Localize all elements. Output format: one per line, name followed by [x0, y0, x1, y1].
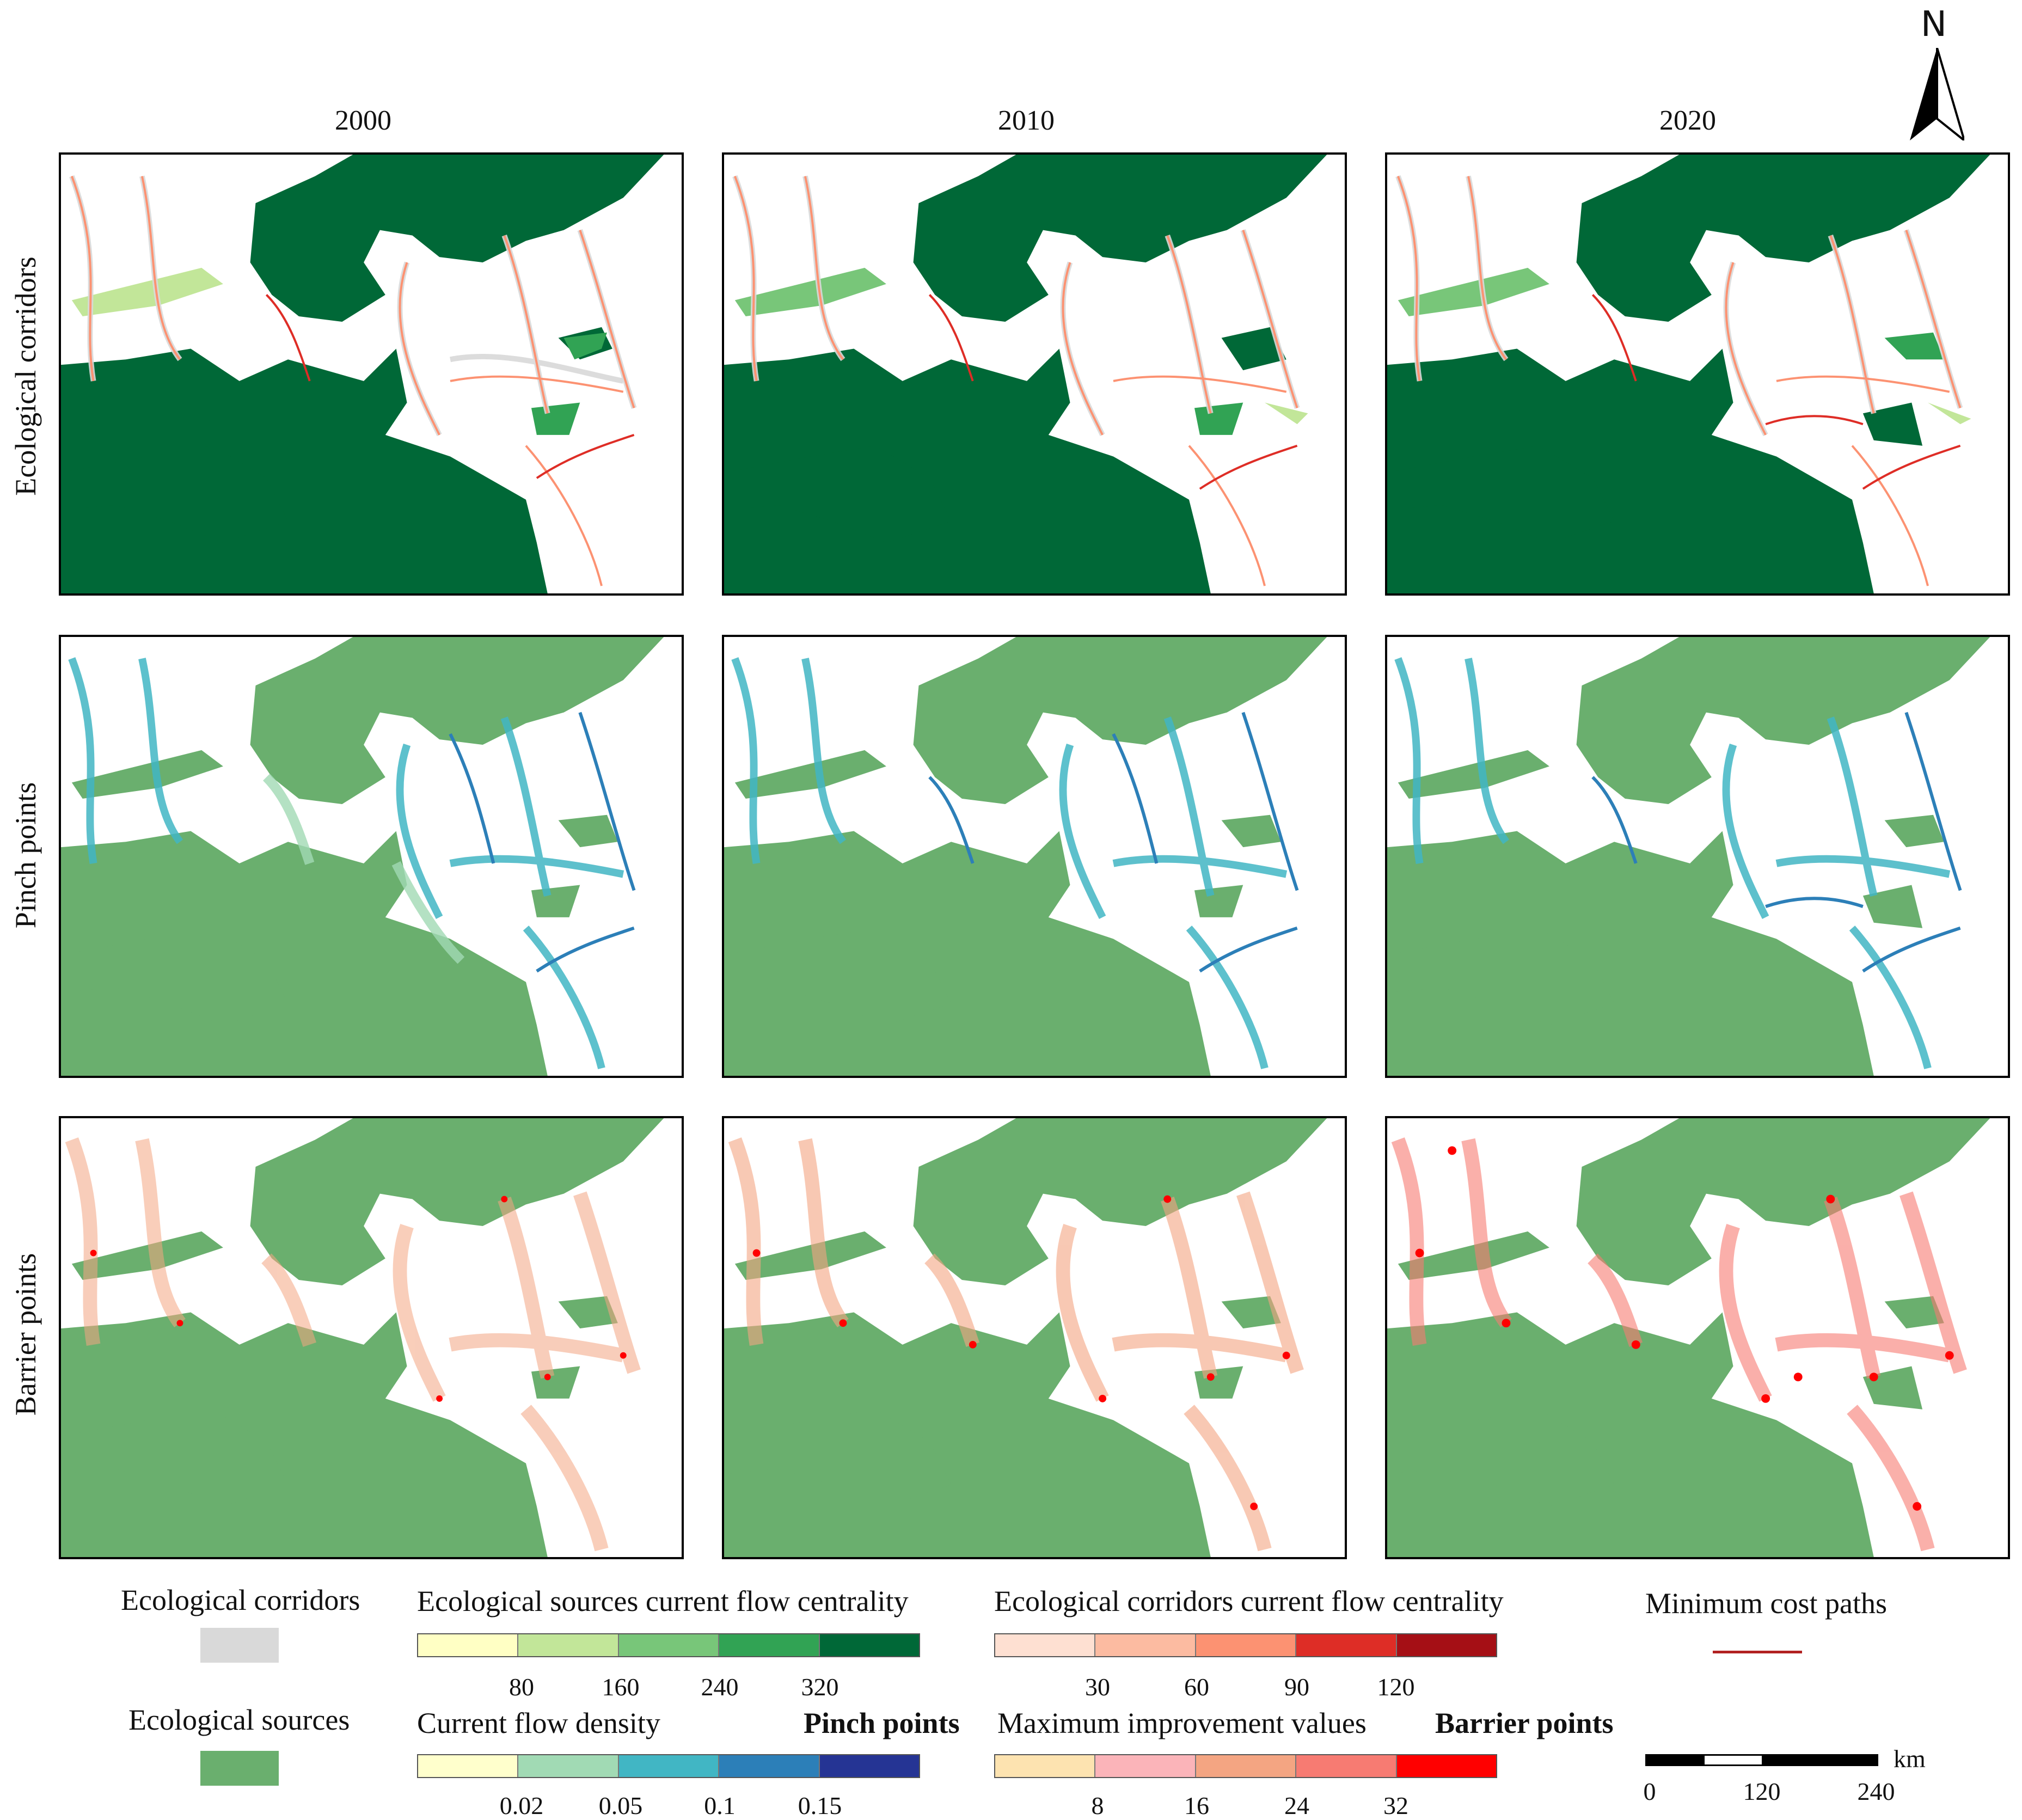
scale-tick: 240	[1857, 1778, 1895, 1805]
ramp-swatch	[1095, 1755, 1196, 1777]
scale-bar-segment	[1762, 1756, 1877, 1764]
map-barrier-2010	[722, 1116, 1347, 1559]
legend-sources-swatch	[200, 1751, 279, 1786]
legend-tick: 80	[509, 1673, 534, 1701]
legend-corridors-cfc-title: Ecological corridors current flow centra…	[994, 1585, 1504, 1617]
scale-bar-segment	[1647, 1756, 1705, 1764]
column-title-2020: 2020	[1659, 105, 1716, 136]
legend-sources-cfc-ramp	[417, 1633, 920, 1657]
north-arrow-icon	[1910, 48, 1964, 140]
legend-tick: 32	[1383, 1792, 1408, 1819]
ramp-swatch	[995, 1634, 1096, 1656]
legend-min-cost-line	[1713, 1651, 1802, 1653]
map-corridors-2020	[1385, 152, 2010, 596]
ramp-swatch	[1196, 1755, 1297, 1777]
legend-tick: 60	[1184, 1673, 1209, 1701]
ramp-swatch	[418, 1634, 519, 1656]
map-barrier-2020	[1385, 1116, 2010, 1559]
legend-density-title: Current flow density	[417, 1707, 660, 1739]
legend-tick: 16	[1184, 1792, 1209, 1819]
legend-tick: 24	[1284, 1792, 1309, 1819]
map-pinch-2020	[1385, 635, 2010, 1078]
legend-tick: 0.15	[798, 1792, 842, 1819]
ramp-swatch	[418, 1755, 519, 1777]
legend-tick: 0.02	[499, 1792, 544, 1819]
ramp-swatch	[1396, 1634, 1497, 1656]
ramp-swatch	[1296, 1755, 1397, 1777]
map-barrier-2000	[59, 1116, 684, 1559]
map-corridors-2010	[722, 152, 1347, 596]
scale-tick: 120	[1743, 1778, 1781, 1805]
column-title-2010: 2010	[998, 105, 1055, 136]
ramp-swatch	[719, 1755, 820, 1777]
map-pinch-2000	[59, 635, 684, 1078]
legend-pinch-label: Pinch points	[804, 1707, 960, 1739]
ramp-swatch	[719, 1634, 820, 1656]
ramp-swatch	[1296, 1634, 1397, 1656]
ramp-swatch	[1095, 1634, 1196, 1656]
legend-corridors-cfc-ramp	[994, 1633, 1497, 1657]
legend-tick: 90	[1284, 1673, 1309, 1701]
ramp-swatch	[618, 1755, 720, 1777]
north-label: N	[1921, 4, 1947, 45]
legend-improve-ramp	[994, 1754, 1497, 1778]
legend-tick: 240	[701, 1673, 739, 1701]
legend-tick: 0.05	[598, 1792, 643, 1819]
legend-tick: 120	[1377, 1673, 1415, 1701]
column-title-2000: 2000	[335, 105, 391, 136]
scale-unit: km	[1894, 1745, 1926, 1773]
row-title-pinch: Pinch points	[9, 782, 42, 929]
ramp-swatch	[819, 1634, 920, 1656]
legend-sources-cfc-title: Ecological sources current flow centrali…	[417, 1585, 909, 1617]
legend-sources-label: Ecological sources	[128, 1703, 350, 1736]
legend-barrier-label: Barrier points	[1435, 1707, 1614, 1739]
legend-corridors-label: Ecological corridors	[121, 1584, 360, 1616]
ramp-swatch	[618, 1634, 720, 1656]
legend-corridors-swatch	[200, 1628, 279, 1663]
row-title-barrier: Barrier points	[9, 1253, 42, 1416]
legend-tick: 30	[1085, 1673, 1110, 1701]
legend-tick: 320	[801, 1673, 839, 1701]
legend-tick: 8	[1091, 1792, 1104, 1819]
scale-bar	[1645, 1754, 1878, 1766]
ramp-swatch	[518, 1755, 619, 1777]
ramp-swatch	[1396, 1755, 1497, 1777]
row-title-corridors: Ecological corridors	[9, 256, 42, 496]
legend-tick: 160	[602, 1673, 640, 1701]
map-pinch-2010	[722, 635, 1347, 1078]
legend-density-ramp	[417, 1754, 920, 1778]
scale-bar-segment	[1704, 1756, 1762, 1764]
legend-improve-title: Maximum improvement values	[997, 1707, 1367, 1739]
ramp-swatch	[995, 1755, 1096, 1777]
legend-min-cost-label: Minimum cost paths	[1645, 1587, 1887, 1620]
ramp-swatch	[518, 1634, 619, 1656]
scale-tick: 0	[1643, 1778, 1656, 1805]
ramp-swatch	[1196, 1634, 1297, 1656]
ramp-swatch	[819, 1755, 920, 1777]
map-corridors-2000	[59, 152, 684, 596]
legend-tick: 0.1	[704, 1792, 736, 1819]
